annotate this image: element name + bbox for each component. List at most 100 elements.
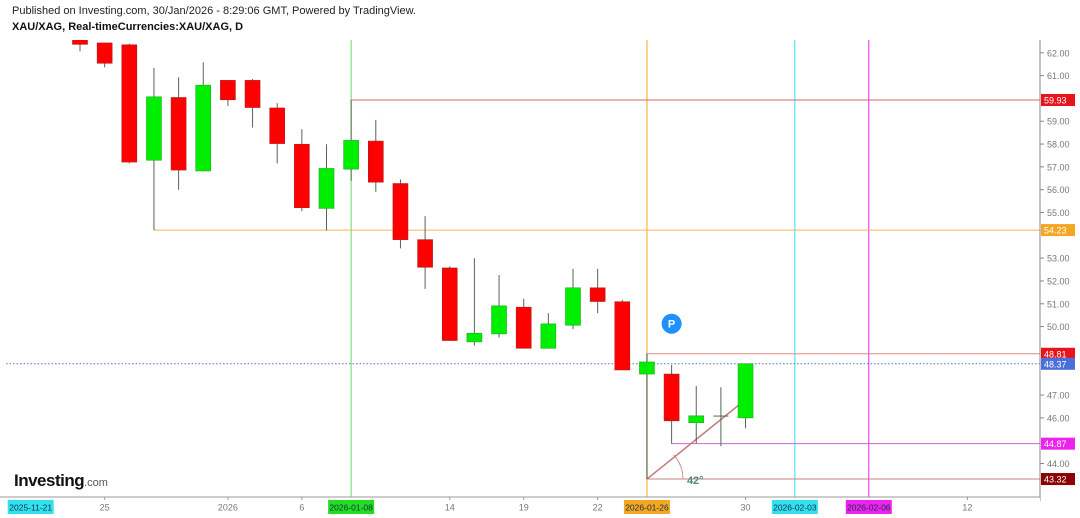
price-label-badge: [1041, 437, 1075, 450]
candle: [466, 258, 483, 346]
candle-body: [417, 239, 433, 268]
y-tick-label: 47.00: [1047, 391, 1070, 401]
price-label: 48.37: [1044, 359, 1067, 369]
angle-arc: [673, 454, 684, 480]
candle: [220, 80, 236, 106]
price-label: 59.93: [1044, 96, 1067, 106]
y-tick-label: 58.00: [1047, 140, 1070, 150]
candle-body: [72, 40, 88, 45]
candle-body: [367, 140, 384, 183]
y-tick-label: 59.00: [1047, 117, 1070, 127]
candle-body: [318, 168, 335, 209]
y-tick-label: 46.00: [1047, 413, 1070, 423]
candle: [614, 299, 631, 371]
x-tick-label: 25: [100, 503, 110, 513]
candle-body: [663, 373, 680, 422]
symbol-title: XAU/XAG, Real-timeCurrencies:XAU/XAG, D: [12, 21, 244, 33]
price-label-badge: [1041, 347, 1075, 360]
candle: [121, 43, 138, 164]
candle: [639, 353, 655, 480]
candle-body: [515, 306, 532, 349]
x-tick-label: 22: [593, 503, 603, 513]
candle: [146, 67, 162, 231]
candle-body: [146, 96, 162, 161]
price-label-badge: [1041, 473, 1075, 486]
candle: [269, 103, 286, 164]
candle-body: [688, 415, 705, 423]
candle: [515, 298, 532, 349]
candle: [491, 275, 507, 338]
candle-body: [565, 287, 581, 326]
angle-label: 42°: [687, 475, 704, 487]
candle: [441, 266, 458, 341]
x-tick-label: 2025-11-21: [9, 503, 52, 513]
candle-body: [170, 97, 187, 171]
y-tick-label: 52.00: [1047, 276, 1070, 286]
candle-body: [491, 305, 507, 335]
price-label: 43.32: [1044, 475, 1067, 485]
candle-body: [737, 363, 754, 419]
candle: [343, 100, 359, 182]
candle: [170, 77, 187, 190]
y-tick-label: 55.00: [1047, 208, 1070, 218]
candle-body: [244, 80, 261, 108]
x-tick-label: 2026-01-26: [625, 503, 669, 513]
candle: [417, 216, 433, 289]
y-tick-label: 44.00: [1047, 459, 1070, 469]
plot-area: 42° P: [6, 40, 1040, 497]
candle-body: [343, 140, 359, 170]
y-tick-label: 57.00: [1047, 162, 1070, 172]
x-date-badge: [771, 500, 818, 514]
candle: [540, 313, 557, 349]
x-date-badge: [7, 500, 54, 514]
candle: [565, 268, 581, 330]
x-tick-label: 14: [445, 503, 455, 513]
x-date-badge: [623, 500, 670, 514]
y-tick-label: 61.00: [1047, 71, 1070, 81]
x-date-badge: [328, 500, 375, 514]
y-tick-label: 51.00: [1047, 299, 1070, 309]
candle-body: [269, 107, 286, 144]
x-tick-label: 2026-01-08: [329, 503, 373, 513]
candle: [244, 79, 261, 128]
candle: [713, 387, 729, 447]
x-tick-label: 2026: [218, 503, 238, 513]
y-tick-label: 53.00: [1047, 254, 1070, 264]
y-tick-label: 62.00: [1047, 48, 1070, 58]
price-label-badge: [1041, 94, 1075, 106]
candle-body: [392, 183, 409, 240]
candle: [688, 385, 705, 444]
x-tick-label: 30: [741, 503, 751, 513]
x-tick-label: 6: [299, 503, 304, 513]
candle-body: [121, 44, 138, 163]
price-label: 44.87: [1044, 439, 1067, 449]
price-label-badge: [1041, 224, 1075, 237]
x-tick-label: 2026-02-06: [847, 503, 891, 513]
candle-body: [96, 42, 113, 64]
candle: [72, 40, 88, 52]
candle-body: [220, 80, 236, 101]
candle: [392, 179, 409, 249]
candle-body: [466, 332, 483, 343]
candle-body: [614, 301, 631, 371]
candle: [96, 42, 113, 68]
x-tick-label: 12: [962, 503, 972, 513]
candle: [195, 62, 212, 172]
marker-p-label: P: [668, 319, 675, 331]
candle: [589, 268, 606, 314]
candle: [318, 144, 335, 231]
candle: [737, 363, 754, 429]
x-tick-label: 19: [519, 503, 529, 513]
marker-p-circle: [661, 313, 682, 334]
candle-body: [294, 143, 310, 209]
investing-logo: Investing.com: [14, 471, 108, 490]
candle-body: [540, 323, 557, 349]
candle-body: [195, 84, 212, 172]
x-tick-label: 2026-02-03: [773, 503, 817, 513]
candle-body: [589, 287, 606, 302]
candle: [663, 364, 680, 444]
candle-body: [441, 267, 458, 341]
candle: [367, 119, 384, 192]
y-tick-label: 56.00: [1047, 185, 1070, 195]
